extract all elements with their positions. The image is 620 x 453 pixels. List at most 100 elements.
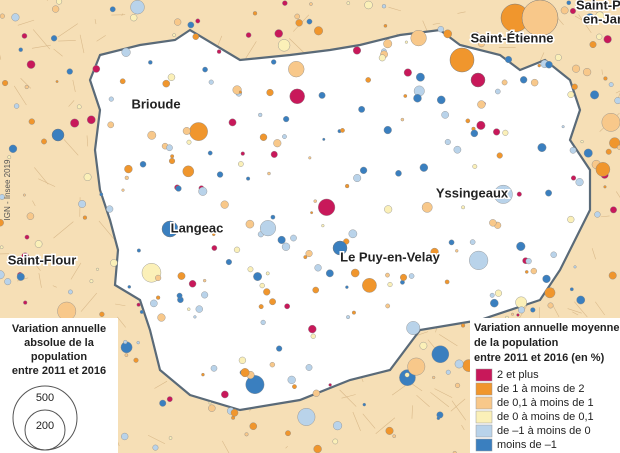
border	[79, 34, 85, 54]
border	[601, 69, 603, 75]
commune-circle	[515, 296, 528, 309]
commune-circle	[362, 278, 377, 293]
border	[147, 434, 166, 445]
city-label: Brioude	[131, 96, 180, 111]
border	[574, 301, 588, 318]
commune-circle	[238, 90, 242, 94]
commune-circle	[189, 122, 208, 141]
commune-circle	[177, 272, 186, 280]
commune-circle	[594, 211, 601, 218]
commune-circle	[518, 306, 525, 314]
legend-label: de –1 à moins de 0	[497, 425, 591, 437]
border	[70, 262, 82, 280]
border	[574, 15, 593, 26]
commune-circle	[384, 205, 393, 214]
commune-circle	[192, 33, 200, 40]
border	[430, 392, 450, 408]
commune-circle	[124, 175, 129, 180]
commune-circle	[430, 247, 439, 257]
commune-circle	[325, 269, 334, 278]
border	[38, 178, 56, 187]
border	[13, 85, 27, 106]
commune-circle	[266, 88, 274, 97]
commune-circle	[353, 174, 362, 182]
commune-circle	[569, 8, 576, 15]
commune-circle	[11, 13, 20, 22]
commune-circle	[297, 408, 316, 426]
city-label: Saint-Flour	[8, 252, 77, 267]
commune-circle	[490, 298, 499, 308]
commune-circle	[28, 118, 35, 125]
commune-circle	[23, 193, 26, 197]
commune-circle	[2, 80, 9, 87]
commune-circle	[57, 301, 77, 321]
commune-circle	[310, 333, 316, 339]
commune-circle	[0, 13, 5, 19]
commune-circle	[454, 382, 461, 389]
commune-circle	[609, 137, 620, 149]
commune-circle	[489, 292, 495, 298]
commune-circle	[351, 310, 356, 315]
commune-circle	[193, 315, 197, 319]
commune-circle	[381, 4, 387, 9]
commune-circle	[109, 6, 116, 13]
commune-circle	[570, 175, 577, 181]
commune-circle	[605, 148, 612, 155]
commune-circle	[521, 0, 559, 37]
commune-circle	[187, 21, 195, 29]
border	[98, 220, 116, 241]
commune-circle	[245, 375, 265, 394]
commune-circle	[520, 76, 528, 84]
commune-circle	[383, 24, 388, 28]
commune-circle	[159, 399, 167, 407]
commune-circle	[50, 35, 58, 42]
commune-circle	[289, 88, 305, 104]
commune-circle	[385, 272, 390, 278]
commune-circle	[269, 298, 276, 306]
commune-circle	[51, 261, 56, 266]
commune-circle	[56, 0, 63, 5]
commune-circle	[537, 63, 541, 68]
commune-circle	[253, 272, 262, 281]
commune-circle	[362, 402, 366, 407]
size-label: 500	[36, 392, 54, 404]
commune-circle	[470, 129, 479, 138]
border	[341, 394, 356, 399]
commune-circle	[306, 18, 313, 25]
commune-circle	[274, 29, 283, 38]
commune-circle	[282, 134, 287, 139]
border	[457, 11, 466, 14]
commune-circle	[277, 39, 291, 52]
border	[154, 380, 168, 389]
commune-circle	[13, 103, 20, 109]
commune-circle	[472, 164, 478, 169]
border	[29, 256, 41, 271]
commune-circle	[246, 176, 251, 181]
legend-title: population	[31, 351, 87, 363]
commune-circle	[443, 29, 452, 39]
commune-circle	[99, 311, 105, 317]
commune-circle	[395, 170, 402, 177]
commune-circle	[465, 118, 471, 124]
commune-circle	[501, 79, 508, 86]
commune-circle	[203, 278, 207, 283]
commune-circle	[249, 422, 258, 430]
commune-circle	[448, 239, 455, 246]
commune-circle	[170, 154, 175, 159]
commune-circle	[573, 265, 577, 269]
commune-circle	[404, 372, 410, 378]
legend-swatch	[475, 424, 493, 438]
commune-circle	[460, 323, 466, 328]
commune-circle	[610, 206, 617, 214]
commune-circle	[124, 164, 133, 174]
commune-circle	[7, 155, 12, 160]
commune-circle	[608, 82, 614, 87]
commune-circle	[469, 239, 476, 245]
commune-circle	[208, 79, 214, 85]
city-label: Saint-Étienne	[470, 30, 553, 45]
commune-circle	[470, 72, 486, 88]
commune-circle	[321, 224, 325, 228]
commune-circle	[161, 220, 179, 238]
border	[388, 6, 402, 12]
